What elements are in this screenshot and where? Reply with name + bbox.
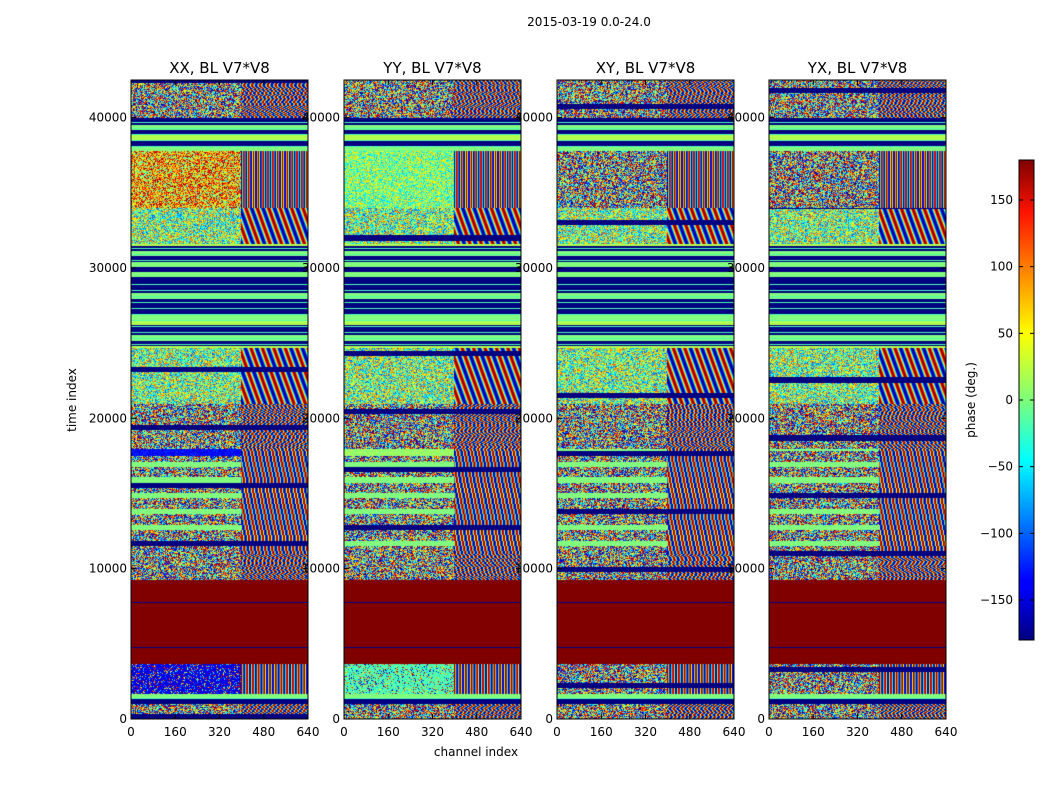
heatmap-image — [557, 80, 734, 719]
heatmap-image — [344, 80, 521, 719]
y-tick-label: 20000 — [89, 411, 127, 425]
y-tick-label: 0 — [119, 712, 127, 726]
x-tick-label: 480 — [890, 725, 913, 739]
heatmap-image — [131, 80, 308, 719]
x-tick-label: 0 — [765, 725, 773, 739]
x-tick-label: 480 — [465, 725, 488, 739]
y-tick-label: 20000 — [302, 411, 340, 425]
colorbar-tick-label: −100 — [980, 526, 1013, 540]
x-tick-label: 320 — [208, 725, 231, 739]
colorbar-tick-label: 100 — [990, 260, 1013, 274]
x-tick-label: 640 — [297, 725, 320, 739]
x-tick-label: 640 — [935, 725, 958, 739]
y-tick-label: 0 — [545, 712, 553, 726]
x-tick-label: 480 — [678, 725, 701, 739]
colorbar-label: phase (deg.) — [964, 362, 978, 438]
x-tick-label: 320 — [421, 725, 444, 739]
panel-title: XY, BL V7*V8 — [596, 59, 696, 77]
y-tick-label: 0 — [757, 712, 765, 726]
x-tick-label: 640 — [510, 725, 533, 739]
y-tick-label: 40000 — [515, 111, 553, 125]
panel-title: XX, BL V7*V8 — [169, 59, 270, 77]
x-tick-label: 480 — [252, 725, 275, 739]
x-tick-label: 0 — [340, 725, 348, 739]
x-tick-label: 320 — [634, 725, 657, 739]
x-tick-label: 160 — [802, 725, 825, 739]
x-tick-label: 160 — [377, 725, 400, 739]
x-tick-label: 640 — [723, 725, 746, 739]
y-tick-label: 40000 — [89, 111, 127, 125]
colorbar: −150 −100 −50 0 50 100 150 phase (deg.) — [964, 159, 1035, 641]
colorbar-tick-label: 150 — [990, 193, 1013, 207]
colorbar-ticks: −150 −100 −50 0 50 100 150 — [980, 193, 1034, 607]
y-tick-label: 30000 — [89, 261, 127, 275]
y-tick-label: 30000 — [515, 261, 553, 275]
y-tick-label: 30000 — [727, 261, 765, 275]
y-tick-label: 10000 — [515, 562, 553, 576]
y-tick-label: 40000 — [727, 111, 765, 125]
x-tick-label: 0 — [553, 725, 561, 739]
panel-1: XX, BL V7*V8 0 160 320 480 640 0 10000 20000 3000… — [89, 59, 320, 739]
heatmap-image — [769, 80, 946, 719]
y-tick-label: 20000 — [515, 411, 553, 425]
x-tick-label: 0 — [127, 725, 135, 739]
colorbar-tick-label: −150 — [980, 593, 1013, 607]
y-tick-label: 10000 — [727, 562, 765, 576]
x-axis-label: channel index — [434, 745, 518, 759]
x-tick-label: 160 — [590, 725, 613, 739]
panel-title: YX, BL V7*V8 — [807, 59, 908, 77]
colorbar-tick-label: 50 — [998, 326, 1013, 340]
panels-group: XX, BL V7*V8 0 160 320 480 640 0 10000 20000 3000… — [89, 59, 958, 739]
colorbar-tick-label: 0 — [1005, 393, 1013, 407]
figure-suptitle: 2015-03-19 0.0-24.0 — [527, 15, 651, 29]
y-axis-label: time index — [65, 368, 79, 432]
y-tick-label: 0 — [332, 712, 340, 726]
y-tick-label: 10000 — [89, 562, 127, 576]
y-tick-label: 10000 — [302, 562, 340, 576]
x-tick-label: 160 — [164, 725, 187, 739]
panel-title: YY, BL V7*V8 — [382, 59, 481, 77]
y-tick-label: 30000 — [302, 261, 340, 275]
y-tick-label: 40000 — [302, 111, 340, 125]
colorbar-tick-label: −50 — [988, 460, 1013, 474]
panel-3: XY, BL V7*V8 0 160 320 480 640 0 10000 20000 3000… — [515, 59, 746, 739]
panel-4: YX, BL V7*V8 0 160 320 480 640 0 10000 20000 3000… — [727, 59, 958, 739]
panel-2: YY, BL V7*V8 0 160 320 480 640 0 10000 20000 3000… — [302, 59, 533, 739]
y-tick-label: 20000 — [727, 411, 765, 425]
x-tick-label: 320 — [846, 725, 869, 739]
